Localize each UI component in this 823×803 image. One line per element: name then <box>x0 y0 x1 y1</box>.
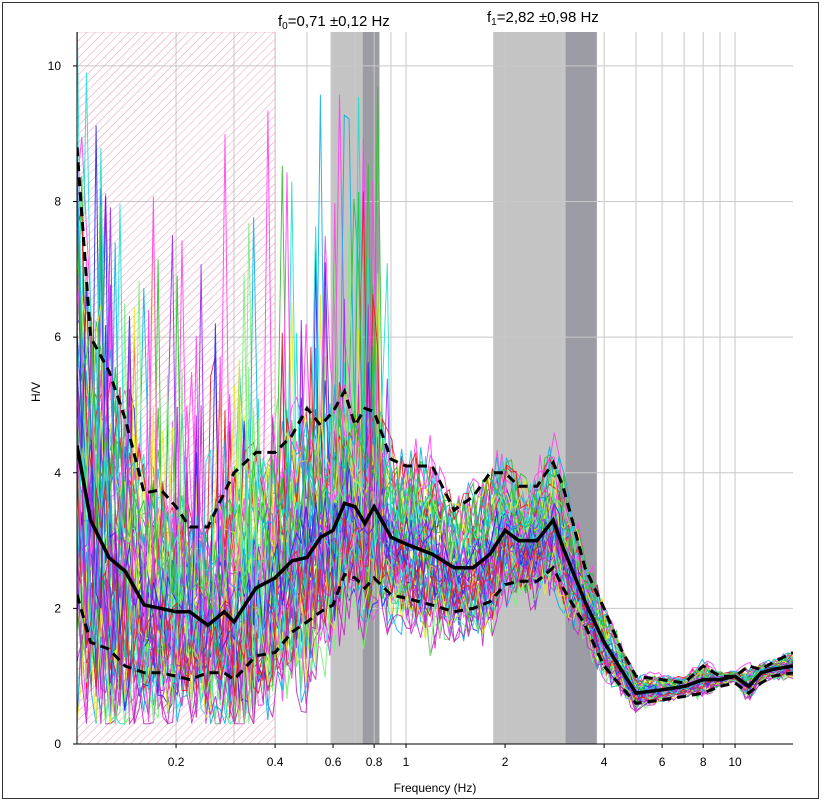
y-tick-label: 4 <box>54 466 61 480</box>
x-tick-labels: 0.2 0.4 0.6 0.8 1 2 4 6 8 10 <box>168 744 742 769</box>
x-tick-label: 0.6 <box>325 755 342 769</box>
peak-f1-subscript: 1 <box>491 17 497 28</box>
axes <box>76 32 793 745</box>
x-tick-label: 0.8 <box>366 755 383 769</box>
x-tick-label: 1 <box>403 755 410 769</box>
lower-std-curve <box>77 565 793 705</box>
y-tick-labels: 0 2 4 6 8 10 <box>48 59 77 751</box>
mean-curve <box>77 445 793 695</box>
window-curve <box>77 294 793 724</box>
window-curve <box>77 304 793 725</box>
window-curve <box>77 285 793 726</box>
window-curve <box>77 263 793 704</box>
x-axis-label: Frequency (Hz) <box>394 781 477 795</box>
x-tick-label: 2 <box>502 755 509 769</box>
peak-label-f1: f1=2,82 ±0,98 Hz <box>487 9 599 28</box>
peak-f0-value: =0,71 ±0,12 Hz <box>288 13 390 30</box>
upper-std-curve <box>77 147 793 685</box>
window-curve <box>77 294 793 701</box>
x-tick-label: 0.4 <box>267 755 284 769</box>
peak-label-f0: f0=0,71 ±0,12 Hz <box>278 13 390 32</box>
peak-f0-subscript: 0 <box>282 21 288 32</box>
y-axis-label: H/V <box>29 382 43 402</box>
x-tick-label: 10 <box>728 755 742 769</box>
peak-f1-name: f <box>487 9 492 26</box>
x-tick-label: 6 <box>659 755 666 769</box>
peak-f1-value: =2,82 ±0,98 Hz <box>497 9 599 26</box>
window-curve <box>77 215 793 692</box>
peak-f0-name: f <box>278 13 283 30</box>
x-tick-label: 8 <box>700 755 707 769</box>
y-tick-label: 0 <box>54 737 61 751</box>
statistic-curves <box>77 147 793 705</box>
y-tick-label: 8 <box>54 195 61 209</box>
x-tick-label: 0.2 <box>168 755 185 769</box>
y-tick-label: 10 <box>48 59 62 73</box>
y-tick-label: 6 <box>54 330 61 344</box>
x-tick-label: 4 <box>601 755 608 769</box>
y-tick-label: 2 <box>54 601 61 615</box>
